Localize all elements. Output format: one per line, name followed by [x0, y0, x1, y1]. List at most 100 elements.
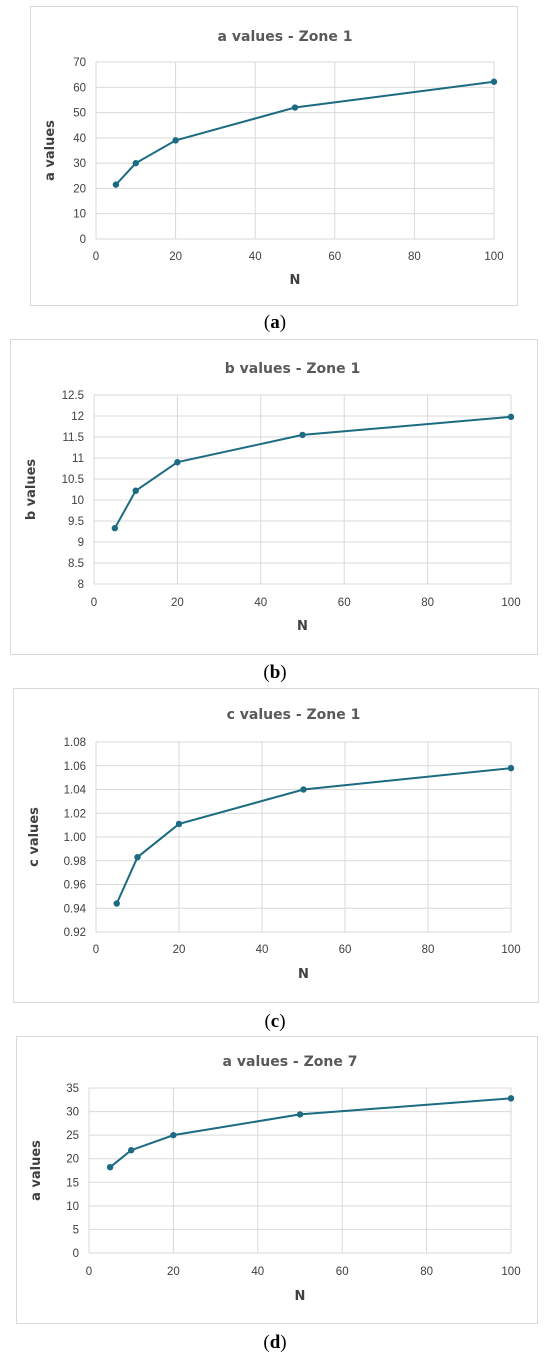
- chart-frame-a: [30, 6, 518, 306]
- y-tick-label: 1.00: [64, 832, 86, 844]
- data-point: [111, 524, 119, 532]
- data-point: [132, 487, 139, 494]
- chart-frame-c: [13, 688, 539, 1003]
- caption-c: (c): [264, 1011, 286, 1032]
- x-tick-label: 40: [256, 944, 269, 956]
- y-axis-label: b values: [24, 459, 39, 521]
- x-tick-label: 0: [91, 597, 97, 609]
- chart-title: b values - Zone 1: [225, 361, 360, 377]
- data-point: [175, 820, 183, 828]
- y-tick-label: 60: [73, 82, 86, 94]
- x-tick-label: 80: [422, 944, 435, 956]
- x-axis-label: N: [297, 619, 308, 634]
- x-tick-label: 20: [169, 251, 182, 263]
- y-tick-label: 50: [73, 108, 86, 120]
- series-line: [109, 1097, 512, 1168]
- y-axis-label: c values: [27, 807, 42, 867]
- y-tick-label: 11.5: [62, 432, 84, 444]
- caption-letter-d: d: [269, 1332, 281, 1353]
- y-tick-label: 1.08: [64, 737, 86, 749]
- data-point: [128, 1147, 135, 1154]
- y-tick-label: 0.96: [64, 880, 86, 892]
- y-tick-label: 12.5: [62, 390, 84, 402]
- y-tick-label: 1.06: [64, 761, 86, 773]
- caption-d: (d): [263, 1332, 287, 1353]
- y-tick-label: 9: [78, 537, 84, 549]
- y-tick-label: 0.92: [64, 927, 86, 939]
- x-tick-label: 40: [254, 597, 267, 609]
- caption-letter-c: c: [270, 1011, 280, 1032]
- y-tick-label: 0.98: [64, 856, 86, 868]
- chart-a: a values - Zone 1 0 10 20 30 40 50 60 70 0 20 40 60 8…: [43, 29, 504, 288]
- x-tick-label: 40: [251, 1266, 264, 1278]
- y-tick-label: 40: [73, 133, 86, 145]
- data-point: [174, 459, 181, 466]
- chart-frame-d: [16, 1036, 538, 1324]
- y-tick-label: 10: [73, 209, 86, 221]
- x-tick-label: 100: [484, 251, 503, 263]
- y-tick-label: 10: [71, 495, 84, 507]
- y-tick-label: 1.02: [64, 808, 86, 820]
- data-point: [299, 431, 306, 439]
- x-tick-label: 100: [501, 944, 520, 956]
- y-tick-label: 12: [71, 411, 84, 423]
- y-tick-label: 10.5: [62, 474, 84, 486]
- data-point: [507, 764, 515, 772]
- y-tick-label: 0: [73, 1248, 79, 1260]
- data-point: [172, 137, 179, 144]
- data-point: [490, 78, 498, 85]
- data-point: [296, 1111, 304, 1118]
- x-tick-label: 0: [93, 944, 99, 956]
- x-tick-label: 60: [328, 251, 341, 263]
- chart-title: a values - Zone 7: [223, 1054, 358, 1070]
- data-point: [132, 159, 139, 167]
- caption-letter-b: b: [269, 662, 281, 683]
- x-tick-label: 80: [421, 597, 434, 609]
- x-tick-label: 80: [408, 251, 421, 263]
- chart-b: b values - Zone 1 8 8.5 9 9.5 10 10.5 11 11.5 12 1…: [24, 361, 521, 634]
- x-tick-label: 40: [249, 251, 262, 263]
- data-point: [507, 1095, 515, 1102]
- y-tick-label: 25: [66, 1130, 79, 1142]
- x-tick-label: 20: [171, 597, 184, 609]
- y-tick-label: 11: [72, 453, 84, 465]
- y-tick-label: 35: [66, 1083, 79, 1095]
- y-tick-label: 9.5: [68, 516, 84, 528]
- x-axis-label: N: [290, 273, 301, 288]
- x-tick-label: 20: [167, 1266, 180, 1278]
- chart-frame-b: [10, 339, 538, 655]
- chart-title: a values - Zone 1: [218, 29, 353, 45]
- x-tick-label: 60: [338, 597, 351, 609]
- y-tick-label: 8: [78, 579, 84, 591]
- x-tick-label: 80: [420, 1266, 433, 1278]
- data-point: [134, 853, 141, 861]
- y-tick-label: 5: [73, 1224, 79, 1236]
- chart-title: c values - Zone 1: [227, 707, 361, 723]
- x-tick-label: 60: [339, 944, 352, 956]
- y-tick-label: 15: [66, 1177, 79, 1189]
- y-axis-label: a values: [29, 1140, 44, 1201]
- data-point: [113, 900, 120, 907]
- caption-letter-a: a: [270, 312, 280, 333]
- x-tick-label: 0: [93, 251, 99, 263]
- x-tick-label: 100: [501, 597, 520, 609]
- data-point: [170, 1131, 177, 1139]
- data-point: [300, 786, 307, 793]
- x-axis-label: N: [298, 967, 309, 982]
- y-tick-label: 10: [66, 1201, 79, 1213]
- y-tick-label: 0.94: [64, 903, 87, 915]
- x-axis-label: N: [295, 1289, 306, 1304]
- y-tick-label: 8.5: [68, 558, 84, 570]
- data-point: [507, 413, 515, 421]
- x-tick-label: 0: [86, 1266, 92, 1278]
- x-tick-label: 60: [336, 1266, 349, 1278]
- y-axis-label: a values: [43, 120, 58, 181]
- data-point: [112, 181, 120, 188]
- data-point: [291, 104, 299, 111]
- y-tick-label: 70: [73, 57, 86, 69]
- y-tick-label: 0: [80, 234, 86, 246]
- y-tick-label: 20: [66, 1154, 79, 1166]
- x-tick-label: 100: [501, 1266, 520, 1278]
- x-tick-label: 20: [173, 944, 186, 956]
- y-tick-label: 20: [73, 183, 86, 195]
